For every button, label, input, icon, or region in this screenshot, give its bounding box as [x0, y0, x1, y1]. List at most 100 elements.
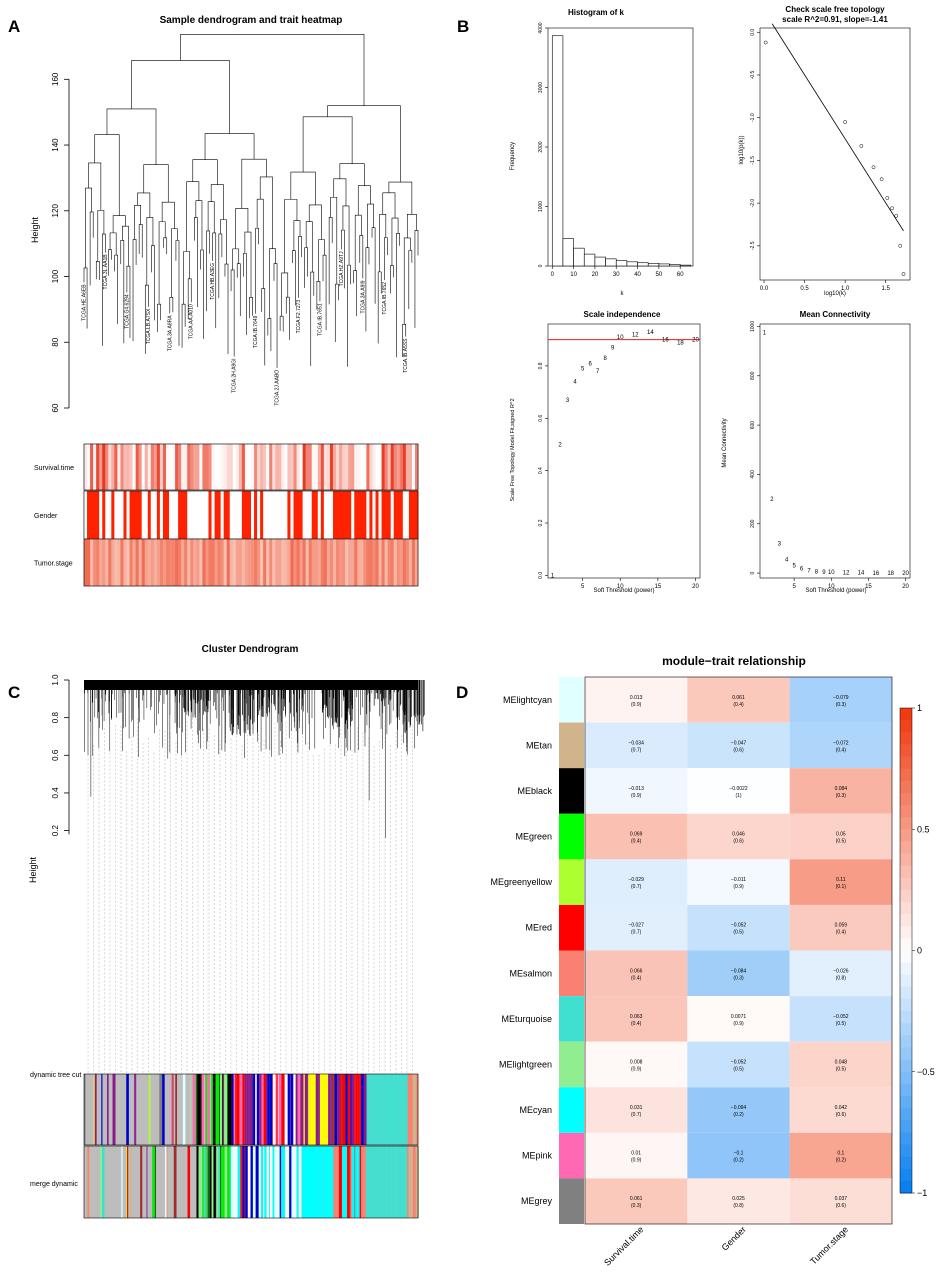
a-trait-cell	[396, 491, 401, 539]
c-module-strip	[328, 1146, 330, 1218]
a-trait-cell	[281, 491, 285, 539]
c-module-strip	[134, 1146, 136, 1218]
a-trait-cell	[354, 539, 358, 586]
heat-cell	[585, 950, 688, 997]
module-row-label: MElightgreen	[499, 1059, 552, 1069]
a-y-tick-label: 80	[51, 337, 60, 346]
legend-step	[900, 1059, 912, 1073]
panel-a-title: Sample dendrogram and trait heatmap	[160, 15, 343, 26]
heat-cell-value: 0.042	[835, 1105, 848, 1111]
a-trait-cell	[147, 444, 152, 490]
heat-cell	[687, 859, 790, 905]
legend-step	[900, 853, 912, 867]
c-module-strip	[90, 1074, 93, 1145]
a-trait-cell	[105, 444, 109, 490]
a-trait-cell	[229, 539, 234, 586]
scatter-point	[901, 272, 906, 276]
a-trait-cell	[211, 539, 215, 586]
c-module-strip	[366, 1074, 369, 1145]
c-module-strip	[293, 1074, 296, 1145]
a-trait-cell	[366, 539, 370, 586]
a-trait-cell	[399, 491, 404, 539]
a-trait-cell	[208, 444, 212, 490]
a-trait-cell	[178, 491, 182, 539]
a-trait-cell	[147, 539, 152, 586]
c-module-strip	[355, 1146, 357, 1218]
c-module-strip	[181, 1074, 183, 1145]
a-trait-cell	[287, 491, 291, 539]
c-module-strip	[350, 1074, 352, 1145]
c-module-strip	[164, 1074, 168, 1145]
c-module-strip	[256, 1074, 260, 1145]
a-trait-cell	[238, 539, 243, 586]
a-trait-cell	[275, 539, 279, 586]
heat-cell-value: −0.027	[628, 923, 644, 929]
power-label: 6	[588, 361, 592, 367]
heat-cell	[687, 950, 790, 997]
a-branch	[210, 184, 224, 220]
c-module-strip	[356, 1146, 360, 1218]
c-module-strip	[231, 1146, 233, 1218]
c-module-strip	[198, 1146, 201, 1218]
c-module-strip	[227, 1146, 230, 1218]
a-trait-cell	[281, 539, 285, 586]
a-trait-cell	[323, 444, 328, 490]
heat-cell-pvalue: (0.9)	[733, 1021, 744, 1027]
a-trait-cell	[126, 539, 130, 586]
c-module-strip	[163, 1146, 165, 1218]
c-module-strip	[236, 1074, 240, 1145]
legend-step	[900, 1168, 912, 1182]
a-trait-cell	[135, 444, 140, 490]
c-module-strip	[180, 1146, 183, 1218]
a-branch	[285, 296, 290, 340]
c-module-strip	[218, 1146, 221, 1218]
c-module-strip	[143, 1074, 147, 1145]
c-module-strip	[134, 1074, 136, 1145]
c-module-strip	[315, 1074, 319, 1145]
heat-cell-value: 0.031	[630, 1105, 643, 1111]
a-trait-cell	[132, 444, 137, 490]
power-label: 5	[792, 564, 796, 570]
a-trait-cell	[254, 491, 258, 539]
c-module-strip	[178, 1146, 181, 1218]
module-color-swatch	[559, 813, 584, 860]
c-module-strip	[190, 1146, 193, 1218]
heat-cell	[585, 677, 688, 723]
legend-step	[900, 938, 912, 951]
a-trait-label: Gender	[34, 513, 58, 520]
c-module-strip	[347, 1146, 350, 1218]
a-trait-cell	[229, 491, 234, 539]
heat-cell-pvalue: (0.9)	[733, 884, 744, 890]
hist-bar	[679, 264, 692, 267]
plot-frame	[547, 27, 694, 267]
panel-b-scale-free: Check scale free topology scale R^2=0.91…	[739, 5, 911, 297]
heat-cell-value: 0.063	[630, 1014, 643, 1020]
heat-cell-value: 0.061	[630, 1196, 643, 1202]
heat-cell	[687, 677, 790, 723]
y-tick-label: 3000	[538, 82, 544, 93]
c-module-strip	[188, 1074, 191, 1145]
a-trait-cell	[162, 539, 167, 586]
power-label: 4	[573, 380, 577, 386]
c-module-strip	[394, 1146, 396, 1218]
heat-cell-value: −0.029	[628, 877, 644, 883]
c-module-strip	[220, 1146, 221, 1218]
c-module-strip	[360, 1074, 364, 1145]
y-tick-label: 400	[750, 470, 756, 479]
a-trait-cell	[190, 491, 194, 539]
c-module-strip	[396, 1074, 399, 1145]
legend-step	[900, 720, 912, 733]
c-module-strip	[365, 1146, 367, 1218]
a-trait-cell	[205, 491, 209, 539]
c-track-border	[83, 1145, 419, 1219]
a-trait-cell	[308, 444, 313, 490]
heat-cell	[789, 1178, 892, 1224]
a-trait-cell	[141, 491, 146, 539]
a-trait-cell	[162, 491, 167, 539]
c-module-strip	[122, 1146, 124, 1218]
c-module-strip	[281, 1074, 285, 1145]
a-branch	[269, 248, 276, 319]
c-module-strip	[269, 1074, 273, 1145]
a-trait-cell	[381, 444, 385, 490]
